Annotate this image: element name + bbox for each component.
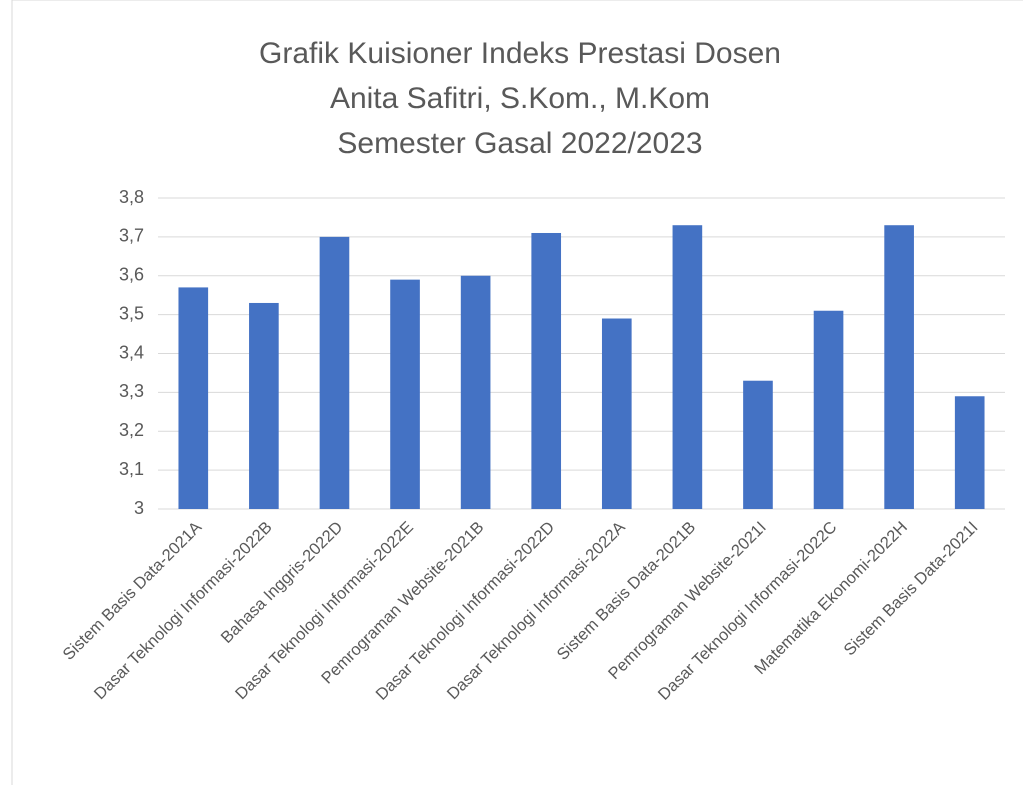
y-tick-label: 3,1	[119, 459, 144, 479]
chart-title: Anita Safitri, S.Kom., M.Kom	[330, 82, 710, 115]
y-tick-label: 3,8	[119, 187, 144, 207]
x-tick-label: Bahasa Inggris-2022D	[218, 518, 347, 647]
bar	[319, 236, 350, 509]
x-tick-label: Sistem Basis Data-2021I	[840, 518, 981, 659]
bar	[249, 302, 279, 509]
bar	[601, 318, 632, 509]
bar	[178, 287, 209, 509]
chart-title: Grafik Kuisioner Indeks Prestasi Dosen	[259, 37, 781, 70]
bar	[672, 225, 703, 509]
y-tick-label: 3,6	[119, 265, 144, 285]
y-tick-label: 3,2	[119, 420, 144, 440]
x-tick-label: Sistem Basis Data-2021B	[554, 518, 700, 664]
bar	[460, 275, 491, 509]
bar	[743, 380, 773, 509]
bar	[954, 396, 985, 509]
y-tick-label: 3,5	[119, 303, 144, 323]
bar	[390, 279, 420, 509]
y-tick-label: 3,3	[119, 381, 144, 401]
bar	[531, 232, 562, 510]
chart-border	[11, 0, 1023, 785]
bar	[884, 225, 914, 509]
x-tick-label: Matematika Ekonomi-2022H	[751, 518, 911, 678]
x-tick-label: Sistem Basis Data-2021A	[60, 518, 206, 664]
y-tick-label: 3,7	[119, 226, 144, 246]
chart-title: Semester Gasal 2022/2023	[337, 127, 702, 160]
y-tick-label: 3	[134, 498, 144, 518]
bar	[813, 310, 844, 509]
y-tick-label: 3,4	[119, 342, 144, 362]
